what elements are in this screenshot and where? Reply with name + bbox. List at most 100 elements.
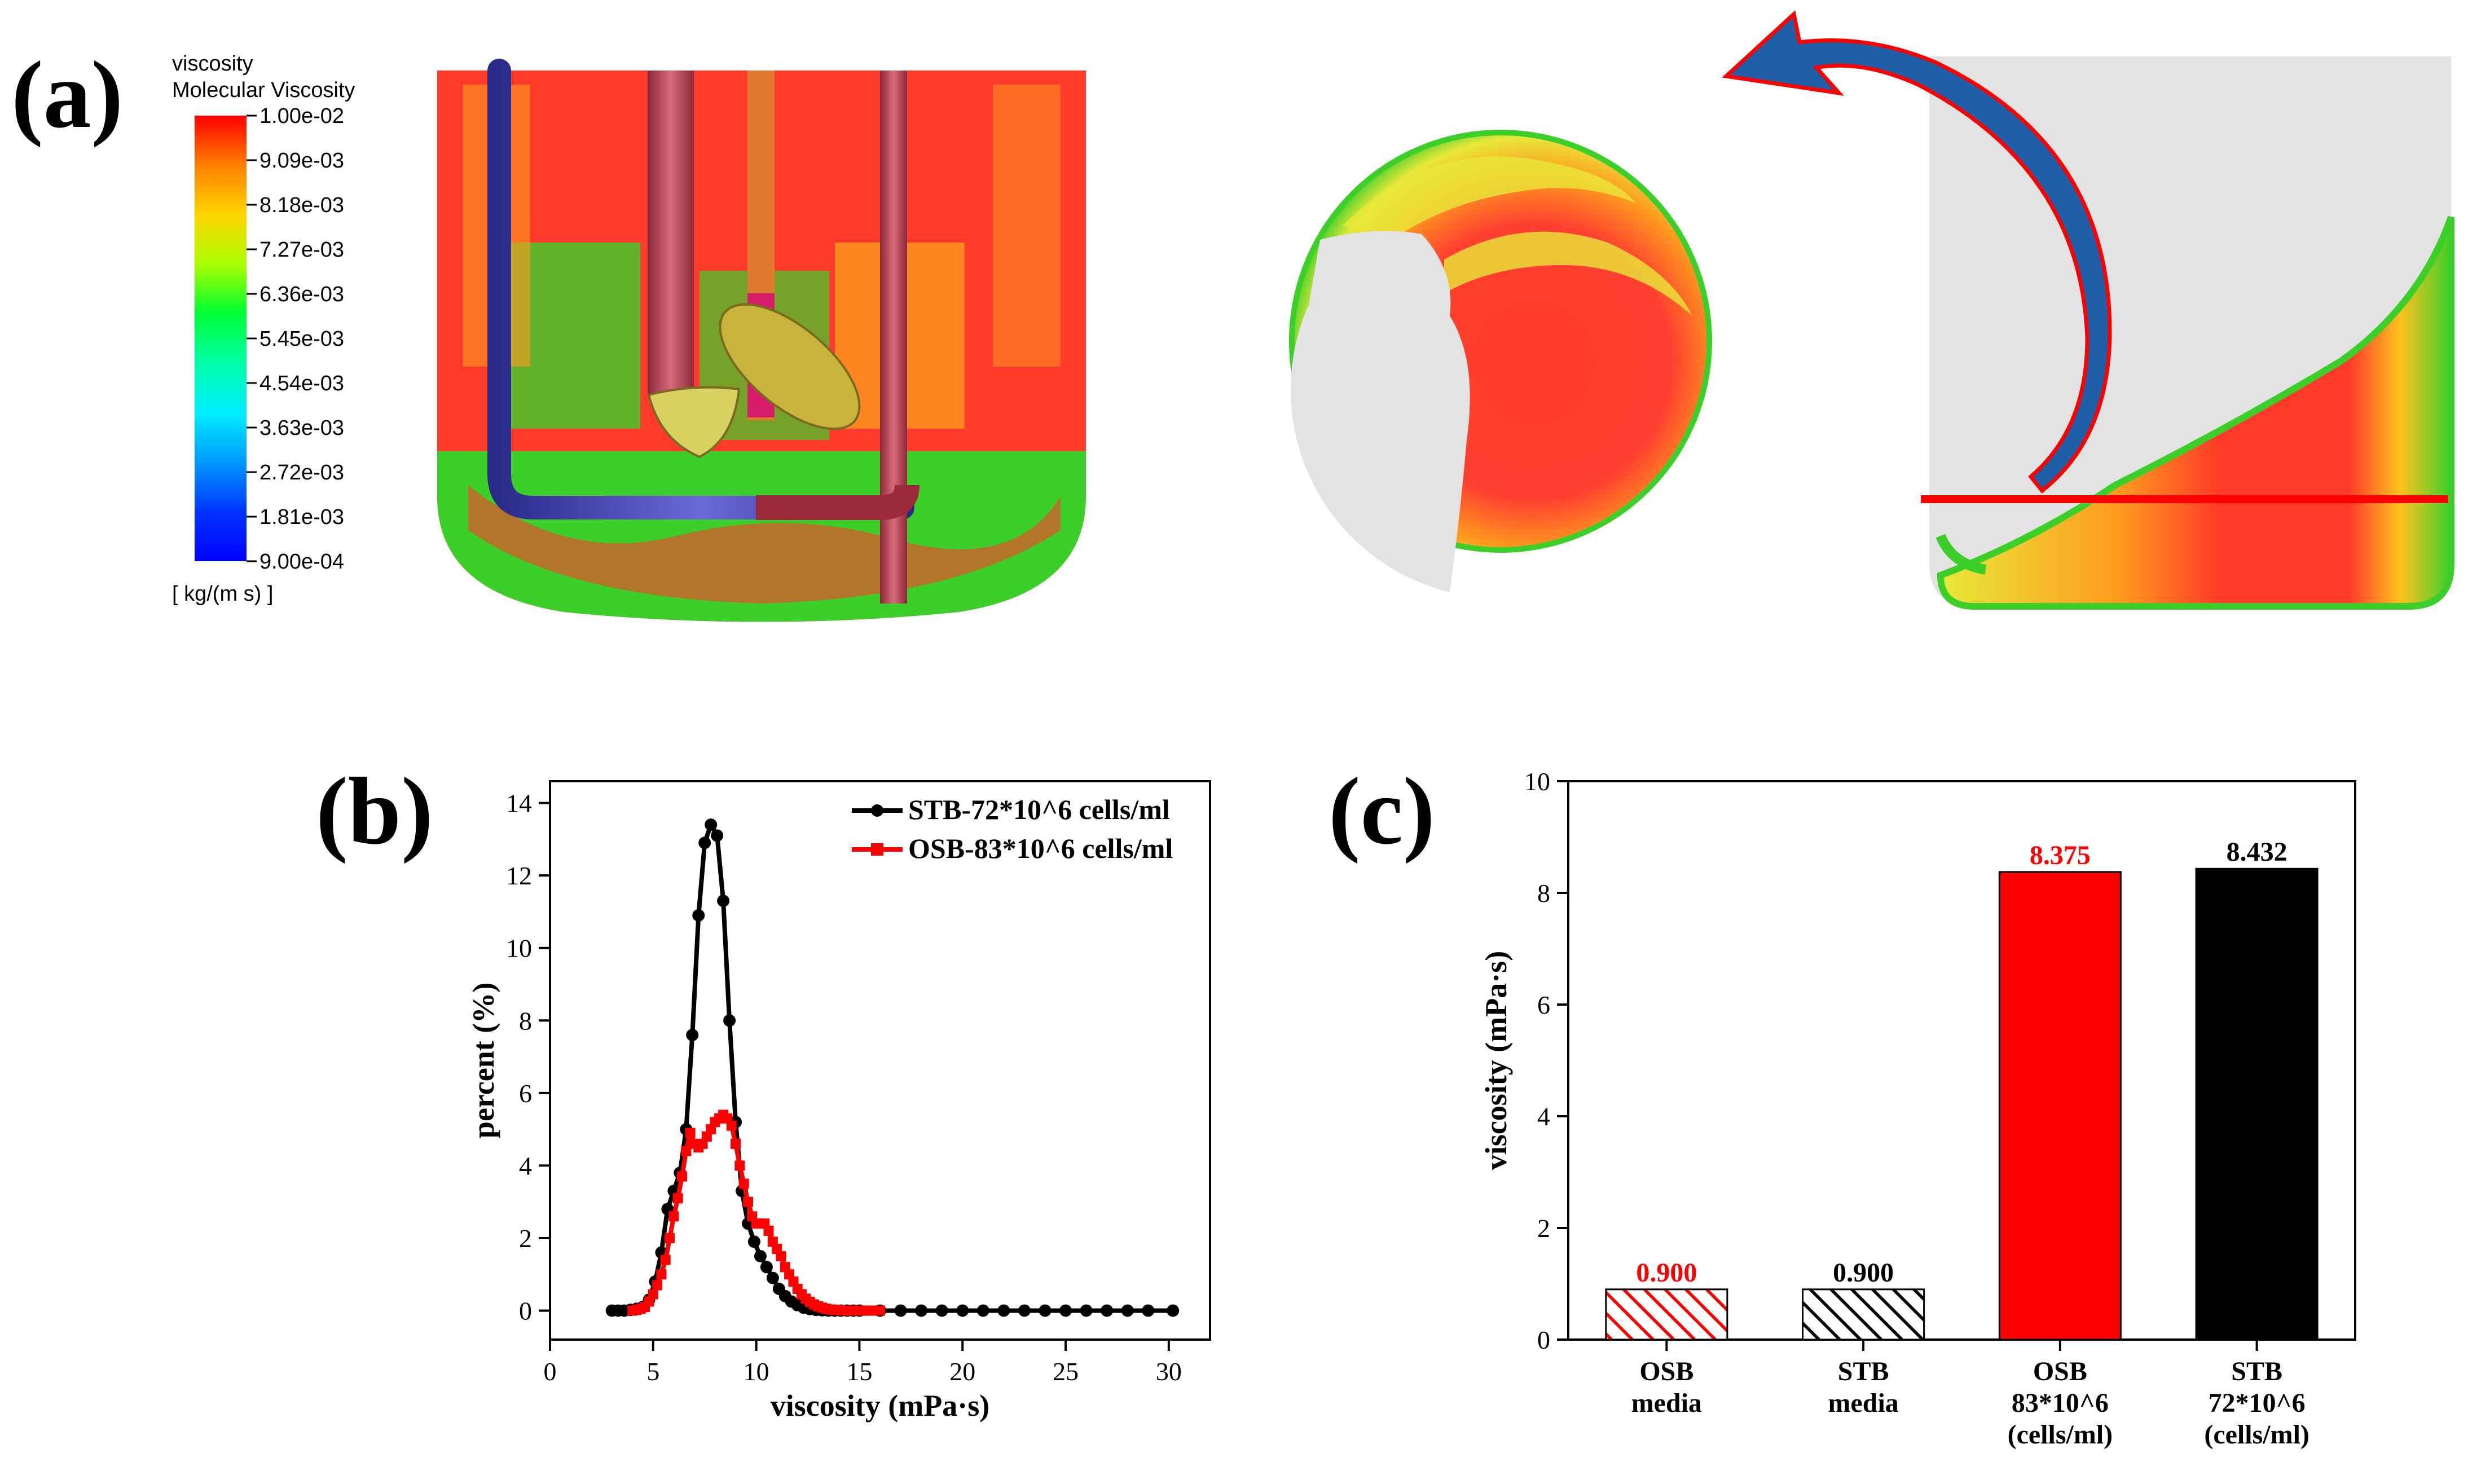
bar-1 (1803, 1289, 1924, 1340)
series-point-1 (776, 1251, 786, 1261)
category-label-0: media (1631, 1388, 1702, 1418)
figure-canvas: (a) (b) (c) viscosity Molecular Viscosit… (0, 0, 2468, 1481)
series-point-0 (748, 1235, 760, 1248)
b-xtick-label: 25 (1053, 1357, 1079, 1386)
b-xtick-label: 5 (646, 1357, 659, 1386)
panel-label-b: (b) (316, 758, 433, 864)
panel-label-a: (a) (11, 42, 123, 148)
series-point-1 (652, 1280, 662, 1291)
series-point-0 (956, 1305, 969, 1317)
series-point-0 (1101, 1305, 1113, 1317)
series-point-1 (743, 1197, 753, 1207)
series-point-0 (686, 1029, 698, 1041)
bar-value-label-3: 8.432 (2227, 837, 2287, 867)
series-point-1 (677, 1172, 687, 1182)
b-xtick-label: 10 (744, 1357, 769, 1386)
bar-value-label-0: 0.900 (1636, 1258, 1697, 1288)
category-label-0: OSB (1639, 1357, 1693, 1386)
colormap-title-1: viscosity (172, 52, 253, 76)
series-point-0 (936, 1305, 948, 1317)
series-point-0 (1167, 1305, 1179, 1317)
series-point-0 (723, 1014, 736, 1027)
series-point-0 (760, 1261, 773, 1273)
series-point-1 (661, 1255, 671, 1265)
series-point-0 (692, 909, 705, 922)
b-ytick-label: 2 (519, 1224, 532, 1253)
b-xtick-label: 15 (846, 1357, 872, 1386)
colormap-tick-label: 1.81e-03 (259, 505, 344, 529)
bar-value-label-2: 8.375 (2030, 840, 2091, 870)
panel-label-c: (c) (1328, 758, 1435, 864)
category-label-3: 72*10^6 (2209, 1388, 2306, 1418)
c-ytick-label: 8 (1537, 879, 1550, 908)
tank-cfd-render (437, 71, 1086, 622)
c-ytick-label: 4 (1537, 1102, 1550, 1131)
colormap-tick-label: 6.36e-03 (259, 283, 344, 306)
chart-b-ylabel: percent (%) (467, 983, 500, 1138)
colormap-tick-label: 7.27e-03 (259, 238, 344, 262)
b-ytick-label: 6 (519, 1079, 532, 1108)
series-point-1 (685, 1128, 696, 1138)
series-point-1 (668, 1211, 679, 1221)
grey-empty-region (1291, 231, 1470, 592)
series-point-1 (648, 1289, 658, 1300)
series-point-0 (698, 836, 711, 849)
harvest-tube (880, 71, 907, 604)
c-ytick-label: 10 (1524, 767, 1550, 796)
series-point-0 (717, 895, 729, 907)
b-ytick-label: 0 (519, 1297, 532, 1326)
bar-2 (1999, 872, 2121, 1340)
colormap-title-2: Molecular Viscosity (172, 78, 355, 102)
b-xtick-label: 0 (544, 1357, 557, 1386)
series-point-0 (895, 1305, 907, 1317)
series-point-0 (767, 1272, 779, 1284)
series-point-0 (977, 1305, 989, 1317)
dip-tube (648, 71, 694, 398)
bar-value-label-1: 0.900 (1833, 1258, 1894, 1288)
series-point-0 (1142, 1305, 1154, 1317)
series-point-1 (731, 1139, 741, 1149)
chart-b-xlabel: viscosity (mPa·s) (771, 1389, 989, 1423)
colormap-tick-label: 3.63e-03 (259, 416, 344, 440)
category-label-3: (cells/ml) (2204, 1420, 2309, 1450)
b-ytick-label: 4 (519, 1151, 532, 1180)
bar-3 (2196, 869, 2317, 1340)
colormap-tick-label: 1.00e-02 (259, 104, 344, 128)
category-label-2: (cells/ml) (2008, 1420, 2113, 1450)
category-label-1: STB (1838, 1357, 1889, 1386)
c-ytick-label: 2 (1537, 1214, 1550, 1243)
b-xtick-label: 20 (949, 1357, 975, 1386)
c-ytick-label: 6 (1537, 990, 1550, 1019)
category-label-2: 83*10^6 (2012, 1388, 2109, 1418)
b-ytick-label: 14 (506, 789, 532, 818)
figure-svg: (a) (b) (c) viscosity Molecular Viscosit… (0, 0, 2468, 1481)
chart-b: 0 5 10 15 20 25 30 0 2 4 6 8 10 12 14 STB-72*10^6 cell… (467, 781, 1210, 1423)
b-ytick-label: 8 (519, 1006, 532, 1035)
colormap-tick-label: 5.45e-03 (259, 327, 344, 351)
series-line-0 (612, 825, 1173, 1311)
series-point-1 (727, 1121, 737, 1131)
horizontal-slice-render (1291, 133, 1709, 592)
series-point-0 (1121, 1305, 1134, 1317)
bar-0 (1606, 1289, 1727, 1340)
series-point-0 (1018, 1305, 1031, 1317)
category-label-2: OSB (2033, 1357, 2087, 1386)
series-point-0 (1039, 1305, 1052, 1317)
colormap-legend: viscosity Molecular Viscosity 1.00e-02 9.… (172, 52, 355, 606)
series-point-1 (665, 1233, 675, 1243)
category-label-3: STB (2231, 1357, 2282, 1386)
series-point-0 (1059, 1305, 1072, 1317)
colormap-unit: [ kg/(m s) ] (172, 582, 273, 606)
series-point-0 (1080, 1305, 1093, 1317)
b-xtick-label: 30 (1156, 1357, 1182, 1386)
series-point-1 (875, 1306, 885, 1316)
c-ytick-label: 0 (1537, 1326, 1550, 1354)
colormap-tick-label: 9.09e-03 (259, 149, 344, 173)
category-label-1: media (1828, 1388, 1898, 1418)
colormap-tick-label: 2.72e-03 (259, 461, 344, 485)
series-point-0 (997, 1305, 1010, 1317)
b-ytick-label: 10 (506, 934, 532, 963)
colormap-bar (195, 116, 247, 561)
chart-b-legend: STB-72*10^6 cells/ml OSB-83*10^6 cells/m… (852, 794, 1173, 864)
